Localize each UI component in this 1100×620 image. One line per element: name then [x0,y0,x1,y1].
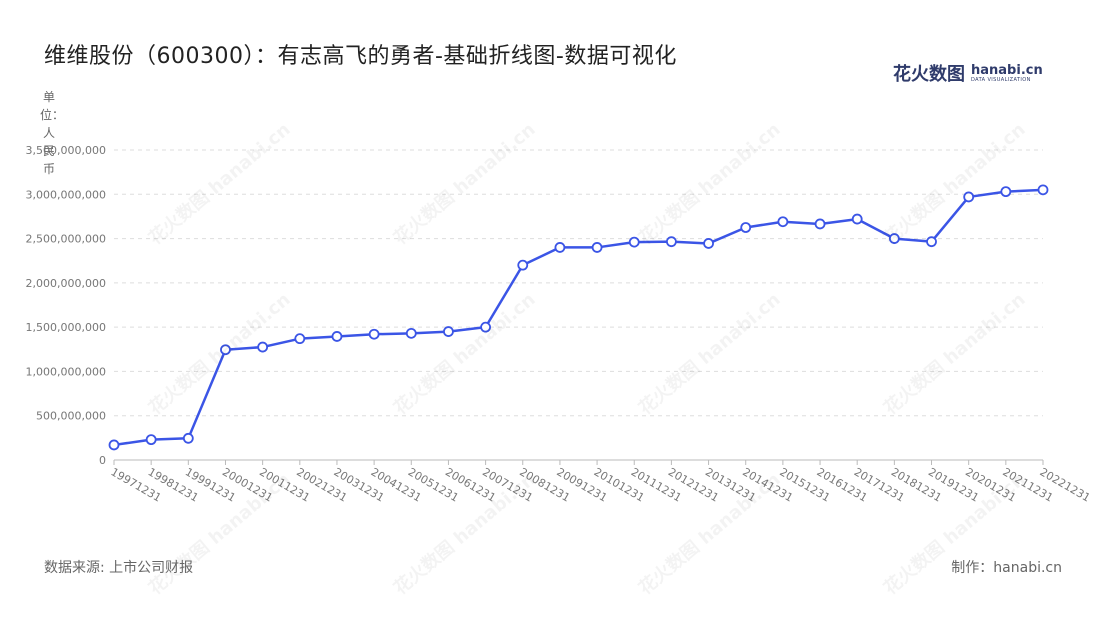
data-point [1037,184,1049,196]
data-point [517,259,529,271]
data-point [145,434,157,446]
data-point [554,242,566,253]
data-point [443,326,454,337]
y-tick-label: 3,500,000,000 [26,144,106,157]
logo-en-text: hanabi.cn [971,62,1043,78]
data-point [740,222,752,233]
data-point [888,233,900,244]
maker-credit: 制作：hanabi.cn [951,560,1062,576]
y-tick-label: 2,000,000,000 [26,277,106,290]
data-point [257,341,269,353]
data-point [331,331,343,342]
y-tick-label: 3,000,000,000 [26,188,106,201]
data-point [628,236,640,248]
data-point [368,328,380,340]
data-point [963,191,975,203]
data-point [666,236,677,248]
data-point [294,333,306,345]
logo-sub-text: DATA VISUALIZATION [971,76,1031,83]
data-point [480,321,492,333]
data-point [182,432,194,444]
brand-logo: 花火数图 hanabi.cn DATA VISUALIZATION [893,60,1043,86]
logo-cn-text: 花火数图 [893,64,965,85]
y-tick-label: 0 [99,454,106,467]
data-point [777,216,789,228]
data-point [591,242,603,253]
data-point [1000,186,1012,198]
y-tick-label: 2,500,000,000 [26,233,106,246]
chart-title: 维维股份（600300）：有志高飞的勇者-基础折线图-数据可视化 [44,44,677,69]
data-point [814,218,826,230]
y-axis-unit-label: 单位：人民币 [40,90,65,176]
data-point [220,344,231,356]
y-tick-label: 500,000,000 [36,410,106,423]
series-line [113,188,1044,447]
data-point [851,213,863,225]
y-tick-label: 1,500,000,000 [26,321,106,334]
y-tick-label: 1,000,000,000 [26,365,106,378]
data-source-note: 数据来源: 上市公司财报 [44,560,194,576]
data-point [703,238,714,249]
data-point [405,327,417,339]
data-point [108,439,120,451]
data-point [926,236,937,248]
